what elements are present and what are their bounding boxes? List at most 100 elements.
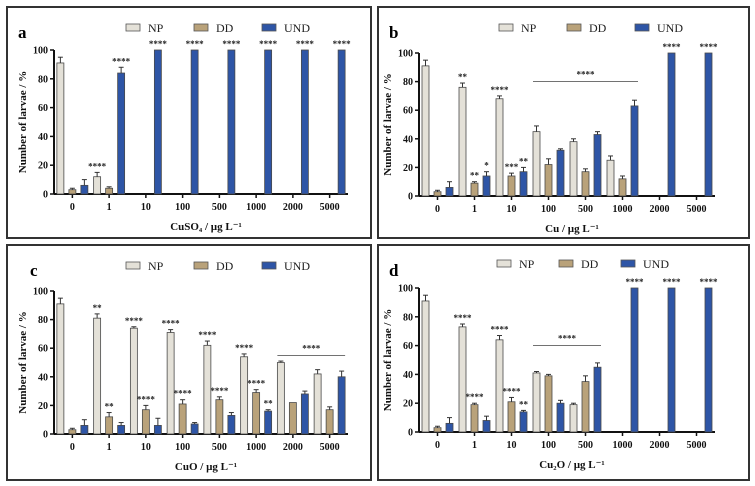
significance-label: ****	[88, 161, 107, 171]
x-tick-label: 2000	[283, 442, 303, 453]
significance-label: **	[105, 402, 115, 412]
significance-label: ****	[198, 330, 217, 340]
significance-label: ****	[466, 392, 485, 402]
bar-np	[532, 131, 541, 197]
significance-label: ****	[235, 343, 254, 353]
bar-np	[129, 327, 138, 435]
x-tick-label: 100	[541, 204, 556, 215]
legend-label-dd: DD	[216, 259, 234, 273]
legend-swatch-dd	[193, 261, 209, 270]
y-tick-label: 0	[43, 190, 48, 201]
bar-dd	[178, 403, 187, 435]
bar-und	[630, 105, 639, 197]
significance-label: ****	[186, 39, 205, 49]
bar-und	[482, 175, 491, 197]
bar-dd	[544, 164, 553, 197]
bracket-label: ****	[558, 334, 577, 344]
bar-und	[227, 49, 236, 195]
x-tick-label: 10	[507, 204, 517, 215]
significance-label: ****	[125, 316, 144, 326]
x-tick-label: 5000	[687, 440, 707, 451]
y-tick-label: 20	[38, 401, 48, 412]
bar-np	[569, 141, 578, 197]
significance-label: **	[519, 399, 529, 409]
significance-label: ****	[210, 386, 229, 396]
bar-und	[593, 134, 602, 197]
y-axis-label: Number of larvae / %	[382, 73, 394, 175]
x-tick-label: 2000	[650, 440, 670, 451]
legend-label-und: UND	[643, 257, 669, 271]
x-tick-label: 1000	[246, 442, 266, 453]
bar-und	[80, 184, 89, 195]
x-tick-label: 500	[212, 442, 227, 453]
bar-und	[704, 52, 713, 197]
bar-und	[153, 425, 162, 435]
y-tick-label: 0	[408, 192, 413, 203]
y-tick-label: 20	[403, 399, 413, 410]
x-tick-label: 100	[541, 440, 556, 451]
significance-label: **	[264, 399, 274, 409]
x-tick-label: 0	[70, 202, 75, 213]
panel-label: d	[389, 261, 399, 280]
legend-label-dd: DD	[216, 21, 234, 35]
x-tick-label: 1	[472, 204, 477, 215]
y-tick-label: 80	[403, 312, 413, 323]
y-tick-label: 60	[403, 341, 413, 352]
bar-und	[80, 425, 89, 435]
bar-np	[93, 317, 102, 435]
bar-np	[606, 159, 615, 197]
legend-label-np: NP	[519, 257, 535, 271]
bar-np	[276, 362, 285, 435]
panel-d: d NP DD UND 0 20 40 60 80 100 Number of larvae / %…	[377, 244, 750, 481]
legend-swatch-und	[634, 23, 650, 32]
x-tick-label: 1000	[246, 202, 266, 213]
bar-und	[264, 410, 273, 435]
bar-np	[166, 332, 175, 435]
bar-dd	[68, 429, 77, 435]
significance-label: ****	[663, 42, 682, 52]
significance-label: ****	[296, 39, 315, 49]
legend-swatch-dd	[566, 23, 582, 32]
significance-label: ****	[149, 39, 168, 49]
y-tick-label: 100	[33, 287, 48, 298]
panel-label: a	[18, 23, 27, 42]
bar-np	[56, 303, 65, 435]
x-tick-label: 500	[578, 204, 593, 215]
y-tick-label: 100	[398, 49, 413, 60]
y-tick-label: 80	[38, 315, 48, 326]
bar-np	[495, 98, 504, 197]
y-tick-label: 20	[38, 161, 48, 172]
bar-und	[337, 49, 346, 195]
y-tick-label: 40	[38, 132, 48, 143]
bar-und	[264, 49, 273, 195]
bar-dd	[252, 392, 261, 435]
significance-label: ****	[454, 313, 473, 323]
significance-label: ****	[247, 379, 266, 389]
bar-dd	[215, 399, 224, 435]
bar-dd	[507, 401, 516, 433]
x-axis-label: CuSO₄ / µg L⁻¹	[170, 221, 242, 233]
x-tick-label: 100	[175, 202, 190, 213]
legend-swatch-und	[261, 23, 277, 32]
bar-np	[458, 326, 467, 433]
x-tick-label: 10	[507, 440, 517, 451]
x-tick-label: 0	[70, 442, 75, 453]
y-tick-label: 100	[398, 284, 413, 295]
x-tick-label: 2000	[283, 202, 303, 213]
x-axis-label: Cu / µg L⁻¹	[545, 223, 599, 235]
bar-np	[240, 356, 249, 435]
bar-dd	[325, 409, 334, 435]
bar-dd	[581, 381, 590, 433]
significance-label: ****	[137, 394, 156, 404]
bar-und	[190, 423, 199, 435]
bar-np	[421, 65, 430, 197]
x-axis-label: CuO / µg L⁻¹	[175, 461, 237, 473]
x-tick-label: 1000	[613, 204, 633, 215]
significance-label: ****	[222, 39, 241, 49]
x-tick-label: 0	[435, 440, 440, 451]
significance-label: **	[519, 156, 529, 166]
x-tick-label: 10	[141, 442, 151, 453]
